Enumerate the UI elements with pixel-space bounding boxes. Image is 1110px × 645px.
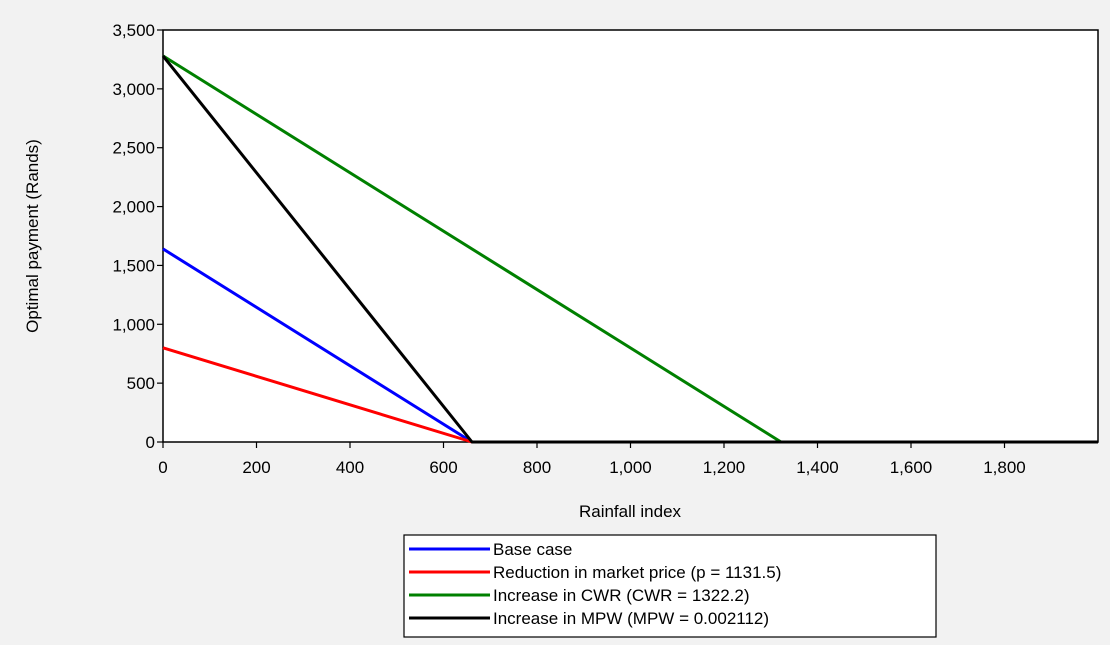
y-tick-label: 0 <box>146 433 155 452</box>
y-tick-label: 500 <box>127 374 155 393</box>
series-lines <box>161 54 1098 444</box>
legend-label-2: Reduction in market price (p = 1131.5) <box>493 563 781 582</box>
y-tick-label: 2,500 <box>112 139 155 158</box>
x-tick-label: 600 <box>429 458 457 477</box>
series-line-4 <box>161 54 1098 444</box>
y-tick-label: 1,500 <box>112 256 155 275</box>
x-axis-title: Rainfall index <box>579 502 682 521</box>
legend-label-3: Increase in CWR (CWR = 1322.2) <box>493 586 750 605</box>
x-tick-label: 1,800 <box>983 458 1026 477</box>
y-axis-title: Optimal payment (Rands) <box>23 139 42 333</box>
x-tick-label: 1,600 <box>890 458 933 477</box>
x-tick-label: 400 <box>336 458 364 477</box>
legend-label-4: Increase in MPW (MPW = 0.002112) <box>493 609 769 628</box>
legend-box <box>403 534 937 638</box>
x-tick-label: 800 <box>523 458 551 477</box>
x-axis: 0 200 400 600 800 1,000 1,200 1,400 1,600 1,800 <box>158 442 1026 477</box>
y-tick-label: 3,500 <box>112 21 155 40</box>
y-axis: 0 500 1,000 1,500 2,000 2,500 3,000 3,500 <box>112 21 163 452</box>
legend: Base case Reduction in market price (p = … <box>403 534 937 638</box>
x-tick-label: 1,400 <box>796 458 839 477</box>
x-tick-label: 1,000 <box>609 458 652 477</box>
y-tick-label: 2,000 <box>112 198 155 217</box>
y-tick-label: 3,000 <box>112 80 155 99</box>
y-tick-label: 1,000 <box>112 315 155 334</box>
x-tick-label: 0 <box>158 458 167 477</box>
legend-label-1: Base case <box>493 540 572 559</box>
x-tick-label: 200 <box>242 458 270 477</box>
x-tick-label: 1,200 <box>703 458 746 477</box>
plot-area <box>162 29 1099 443</box>
